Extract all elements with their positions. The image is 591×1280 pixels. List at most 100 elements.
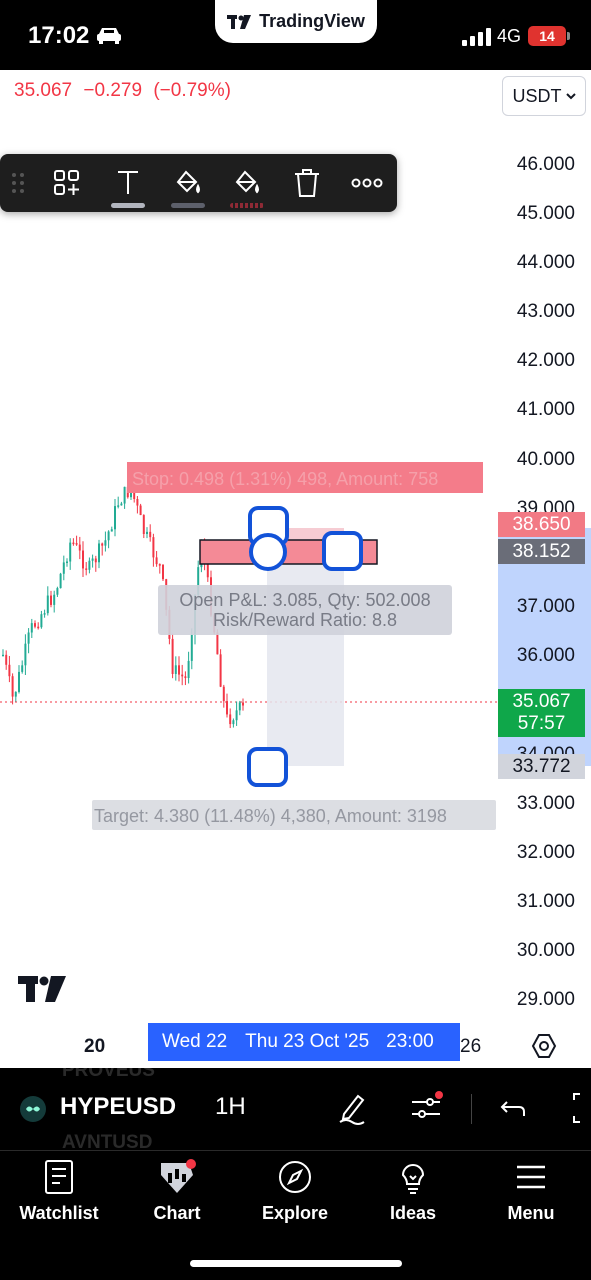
nav-menu[interactable]: Menu <box>476 1159 586 1239</box>
candle-body <box>72 542 75 545</box>
divider <box>471 1094 472 1124</box>
signal-icon <box>462 28 491 46</box>
pnl-label-bg <box>158 585 452 635</box>
candle-body <box>18 671 20 692</box>
currency-select[interactable]: USDT <box>502 76 586 116</box>
candle-body <box>171 638 174 674</box>
more-button[interactable] <box>346 162 388 204</box>
axis-label: 42.000 <box>516 350 575 371</box>
axis-label: 40.000 <box>516 449 575 470</box>
candle-body <box>222 686 225 702</box>
lightbulb-icon <box>401 1164 425 1194</box>
candle-body <box>178 665 180 675</box>
axis-label: 31.000 <box>516 891 575 912</box>
current-price-value: 35.067 <box>512 691 571 712</box>
candle-body <box>181 674 184 677</box>
candle-body <box>98 543 100 563</box>
candle-body <box>40 614 43 628</box>
interval-selector[interactable]: 1H <box>215 1093 246 1120</box>
candle-body <box>85 568 88 570</box>
risk-reward-label: Risk/Reward Ratio: 8.8 <box>212 610 398 630</box>
candle-body <box>133 487 136 499</box>
axis-label: 29.000 <box>516 989 575 1010</box>
time-banner-date: Thu 23 Oct '25 <box>245 1031 370 1052</box>
candle-body <box>91 558 94 561</box>
delete-icon <box>295 169 319 197</box>
chart-area[interactable]: 35.067 −0.279 (−0.79%) USDT Stop: 0.498 … <box>0 70 591 1068</box>
drag-handle[interactable] <box>4 162 32 204</box>
symbol-name[interactable]: HYPEUSD <box>60 1093 177 1120</box>
candle-body <box>238 702 241 711</box>
target-label: Target: 4.380 (11.48%) 4,380, Amount: 31… <box>94 806 447 826</box>
fill-color-button[interactable] <box>167 162 209 208</box>
ghost-symbol-below: AVNTUSD <box>62 1132 153 1150</box>
tradingview-logo-icon <box>227 14 252 29</box>
time-cursor-banner: Wed 22 Thu 23 Oct '25 23:00 <box>148 1023 460 1061</box>
battery-level: 14 <box>539 28 555 44</box>
candle-body <box>56 588 59 595</box>
candle-body <box>158 564 161 566</box>
text-button[interactable] <box>107 162 149 208</box>
chevron-down-icon <box>565 93 576 100</box>
time-label-right: 26 <box>460 1036 482 1057</box>
fullscreen-icon[interactable] <box>570 1090 591 1126</box>
axis-label: 33.000 <box>516 793 575 814</box>
delete-button[interactable] <box>286 162 328 204</box>
candle-body <box>155 557 158 565</box>
candle-body <box>162 564 164 580</box>
nav-explore-label: Explore <box>261 1203 329 1223</box>
candle-body <box>190 634 193 661</box>
candle-body <box>2 654 4 657</box>
drag-handle-icon <box>12 173 24 193</box>
nav-explore[interactable]: Explore <box>240 1159 350 1239</box>
candle-body <box>21 665 24 672</box>
battery-icon: 14 <box>528 26 570 46</box>
candle-body <box>59 573 62 589</box>
tradingview-pill[interactable]: TradingView <box>215 0 377 43</box>
axis-label: 32.000 <box>516 842 575 863</box>
drawing-tool-icon[interactable] <box>334 1090 370 1126</box>
symbol-logo-icon <box>20 1096 46 1122</box>
currency-value: USDT <box>512 85 562 106</box>
entry-handle[interactable] <box>249 533 287 571</box>
fill-color-icon <box>176 170 200 194</box>
chart-icon <box>161 1159 196 1193</box>
template-button[interactable] <box>46 162 88 204</box>
candle-body <box>46 595 49 614</box>
menu-icon <box>517 1165 545 1189</box>
undo-icon[interactable] <box>497 1090 533 1126</box>
axis-label: 45.000 <box>516 203 575 224</box>
candle-body <box>53 594 56 605</box>
price-chart[interactable] <box>0 70 591 1068</box>
candle-body <box>139 505 142 516</box>
candle-body <box>229 714 232 725</box>
nav-watchlist[interactable]: Watchlist <box>4 1159 114 1239</box>
candle-body <box>104 540 107 546</box>
chart-settings-icon[interactable] <box>531 1033 557 1059</box>
nav-chart[interactable]: Chart <box>122 1159 232 1239</box>
axis-label: 30.000 <box>516 940 575 961</box>
width-handle[interactable] <box>322 531 363 571</box>
text-color-indicator <box>111 203 145 208</box>
candle-body <box>34 623 36 627</box>
target-handle[interactable] <box>247 747 288 787</box>
target-price-tag: 33.772 <box>498 754 585 779</box>
stop-label: Stop: 0.498 (1.31%) 498, Amount: 758 <box>132 469 439 489</box>
candle-body <box>43 613 46 615</box>
nav-ideas-label: Ideas <box>389 1203 437 1223</box>
border-color-button[interactable] <box>226 162 268 208</box>
axis-label: 41.000 <box>516 399 575 420</box>
candle-body <box>123 486 126 504</box>
compass-icon <box>279 1161 311 1193</box>
price-change: −0.279 <box>83 80 143 101</box>
time-banner-time: 23:00 <box>386 1031 434 1052</box>
candle-body <box>101 543 104 546</box>
axis-label: 36.000 <box>516 645 575 666</box>
candle-body <box>50 595 52 605</box>
candle-body <box>152 537 155 558</box>
candle-body <box>120 503 123 506</box>
nav-ideas[interactable]: Ideas <box>358 1159 468 1239</box>
indicators-icon[interactable] <box>408 1090 444 1126</box>
candle-body <box>62 562 65 574</box>
candle-body <box>88 560 91 570</box>
